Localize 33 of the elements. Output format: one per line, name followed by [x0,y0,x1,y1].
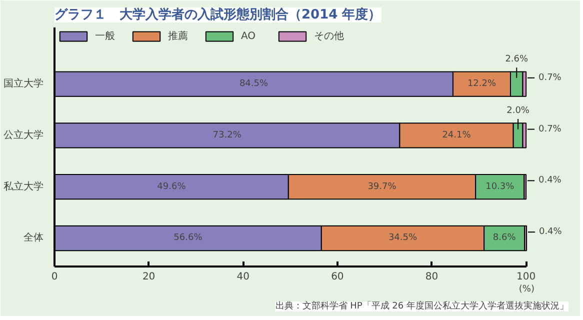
data-label: 2.0% [506,106,530,116]
data-label: 0.7% [538,72,562,83]
data-label: 56.6% [174,233,203,244]
x-tick-label: 60 [331,272,344,282]
x-tick-label: 80 [425,272,438,282]
data-label: 0.7% [538,124,562,134]
legend-label: 推薦 [168,30,188,43]
data-label: 10.3% [486,182,515,192]
data-label: 84.5% [239,79,268,90]
y-tick-label: 国立大学 [4,78,44,90]
legend-label: 一般 [95,30,115,43]
x-tick-label: 20 [142,272,156,282]
data-label: 49.6% [157,182,186,192]
x-axis-title: (%) [518,284,535,294]
data-label: 8.6% [492,233,516,244]
legend-label: その他 [314,30,344,43]
source-note: 出典：文部科学省 HP「平成 26 年度国公私立大学入学者選抜実施状況」 [275,300,569,312]
data-label: 39.7% [368,182,397,192]
data-label: 0.4% [538,176,562,186]
y-tick-label: 全体 [24,232,44,244]
data-label: 24.1% [442,130,472,140]
x-tick-label: 40 [236,272,250,282]
data-label: 0.4% [538,227,562,238]
data-label: 73.2% [212,130,242,140]
data-label: 2.6% [505,54,529,65]
data-label: 12.2% [467,79,496,90]
x-tick-label: 0 [51,272,58,282]
y-tick-label: 私立大学 [4,180,44,192]
chart-title: グラフ１ 大学入学者の入試形態別割合（2014 年度） [54,6,382,22]
y-tick-label: 公立大学 [4,128,44,141]
data-label: 34.5% [388,233,418,244]
x-tick-label: 100 [516,272,536,282]
legend-label: AO [241,30,257,42]
